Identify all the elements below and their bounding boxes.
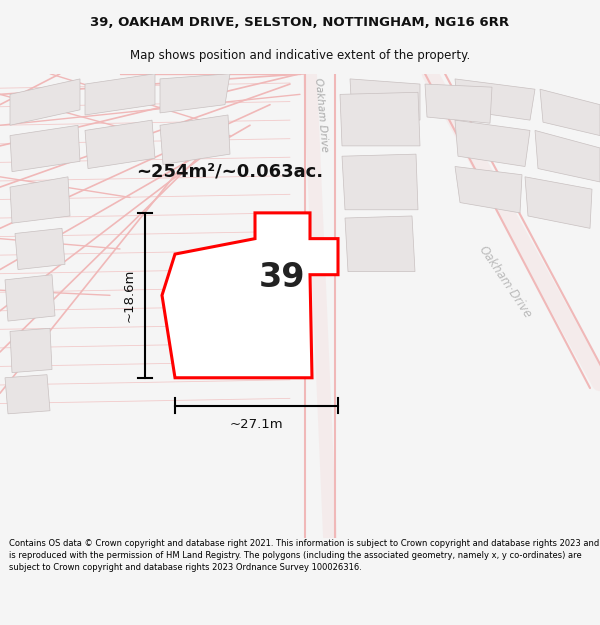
Polygon shape [525,177,592,228]
Polygon shape [535,131,600,182]
Polygon shape [160,74,230,113]
Polygon shape [162,213,338,378]
Polygon shape [425,84,492,123]
Text: 39: 39 [259,261,305,294]
Polygon shape [5,374,50,414]
Text: ~27.1m: ~27.1m [230,418,283,431]
Polygon shape [455,166,522,213]
Text: ~254m²/~0.063ac.: ~254m²/~0.063ac. [136,162,323,181]
Polygon shape [455,79,535,120]
Text: Oakham·Drive: Oakham·Drive [476,243,534,321]
Text: Map shows position and indicative extent of the property.: Map shows position and indicative extent… [130,49,470,62]
Polygon shape [5,275,55,321]
Polygon shape [455,120,530,166]
Polygon shape [10,328,52,372]
Text: ~18.6m: ~18.6m [122,269,136,322]
Text: 39, OAKHAM DRIVE, SELSTON, NOTTINGHAM, NG16 6RR: 39, OAKHAM DRIVE, SELSTON, NOTTINGHAM, N… [91,16,509,29]
Polygon shape [85,120,155,169]
Polygon shape [340,92,420,146]
Polygon shape [10,125,80,172]
Text: Oakham Drive: Oakham Drive [313,78,329,152]
Polygon shape [540,89,600,136]
Polygon shape [342,154,418,210]
Polygon shape [15,228,65,269]
Polygon shape [10,177,70,223]
Polygon shape [85,74,155,115]
Polygon shape [160,115,230,164]
Polygon shape [350,79,420,120]
Text: Contains OS data © Crown copyright and database right 2021. This information is : Contains OS data © Crown copyright and d… [9,539,599,572]
Polygon shape [345,216,415,272]
Polygon shape [10,79,80,125]
